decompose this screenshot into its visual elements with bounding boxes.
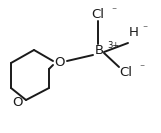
Text: Cl: Cl bbox=[119, 65, 133, 78]
Text: 3+: 3+ bbox=[107, 41, 119, 49]
Text: ⁻: ⁻ bbox=[111, 6, 116, 16]
Text: O: O bbox=[13, 97, 23, 109]
Text: ⁻: ⁻ bbox=[142, 24, 147, 34]
Text: H: H bbox=[129, 26, 139, 40]
Text: ⁻: ⁻ bbox=[139, 63, 144, 73]
Text: O: O bbox=[55, 57, 65, 70]
Text: B: B bbox=[95, 43, 104, 57]
Text: Cl: Cl bbox=[91, 7, 104, 20]
